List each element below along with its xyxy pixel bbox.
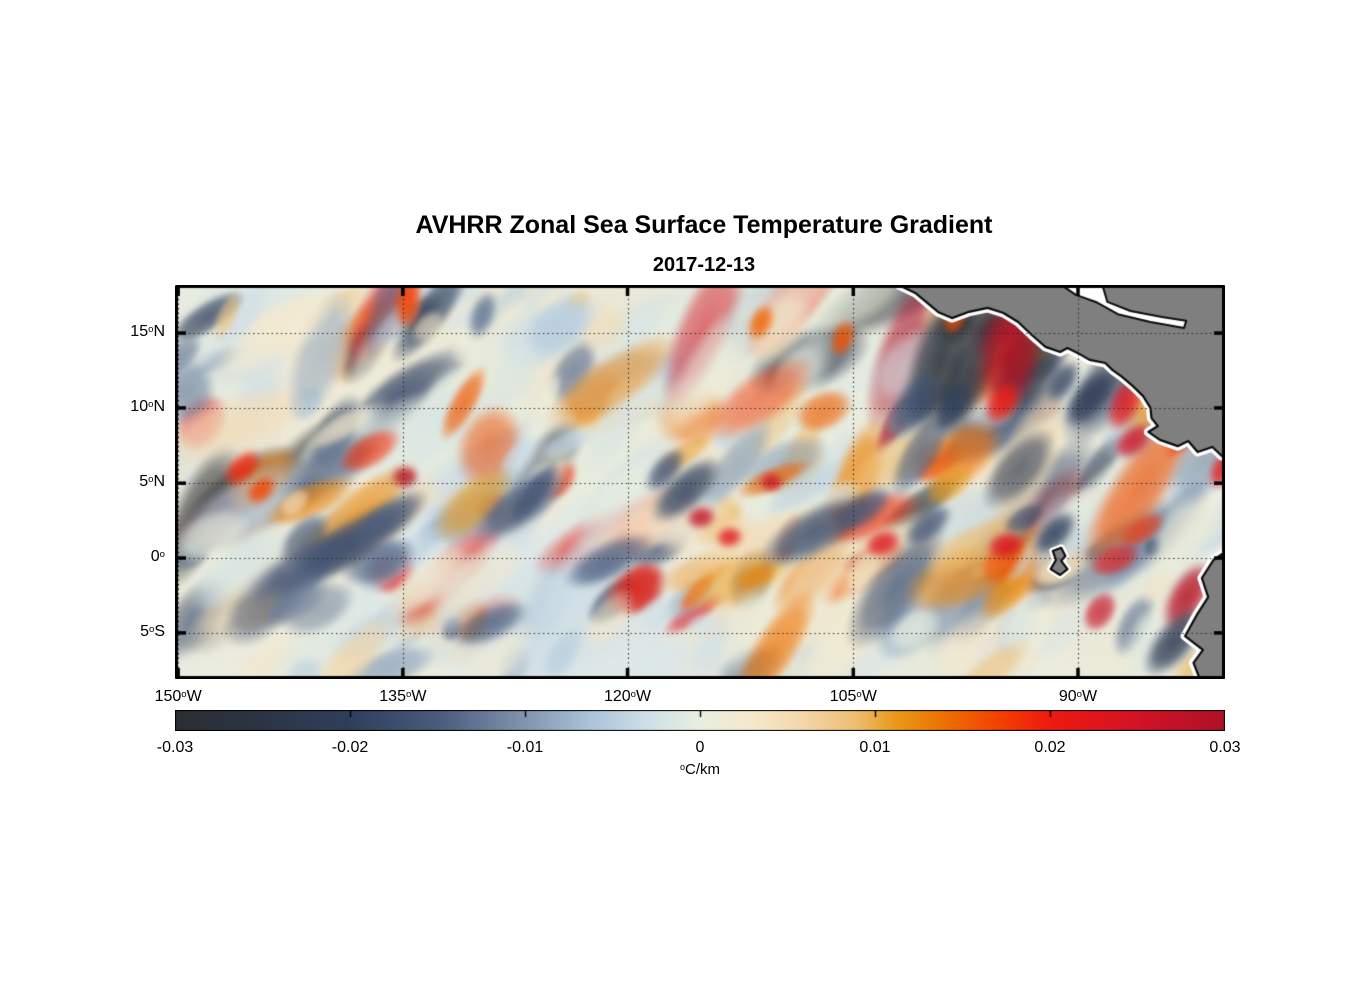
x-tick-label-90W: 90oW bbox=[1058, 688, 1098, 705]
chart-title: AVHRR Zonal Sea Surface Temperature Grad… bbox=[415, 211, 993, 239]
y-tick-label-0deg: 0o bbox=[150, 548, 165, 566]
colorbar-tick-label--0.03: -0.03 bbox=[156, 739, 194, 756]
y-tick-label-10N: 10oN bbox=[130, 397, 165, 415]
degree-symbol: o bbox=[679, 761, 686, 772]
colorbar-unit-label: oC/km bbox=[680, 761, 720, 778]
y-tick-label-5S: 5oS bbox=[140, 622, 165, 640]
y-tick-label-15N: 15oN bbox=[130, 323, 165, 341]
colorbar-tick-label-0: 0 bbox=[695, 739, 705, 756]
colorbar-tick-label--0.01: -0.01 bbox=[506, 739, 544, 756]
colorbar-tick-label--0.02: -0.02 bbox=[331, 739, 369, 756]
colorbar bbox=[175, 710, 1225, 731]
colorbar-tick-label-0.02: 0.02 bbox=[1034, 739, 1066, 756]
chart-subtitle-date: 2017-12-13 bbox=[652, 254, 756, 276]
x-tick-label-105W: 105oW bbox=[829, 688, 877, 705]
x-tick-label-135W: 135oW bbox=[379, 688, 427, 705]
colorbar-tick-label-0.01: 0.01 bbox=[859, 739, 891, 756]
colorbar-tick-label-0.03: 0.03 bbox=[1209, 739, 1241, 756]
unit-text: C/km bbox=[685, 761, 721, 778]
x-tick-label-150W: 150oW bbox=[154, 688, 202, 705]
x-tick-label-120W: 120oW bbox=[603, 688, 652, 705]
y-tick-label-5N: 5oN bbox=[139, 473, 165, 491]
sst-gradient-map bbox=[175, 285, 1225, 679]
